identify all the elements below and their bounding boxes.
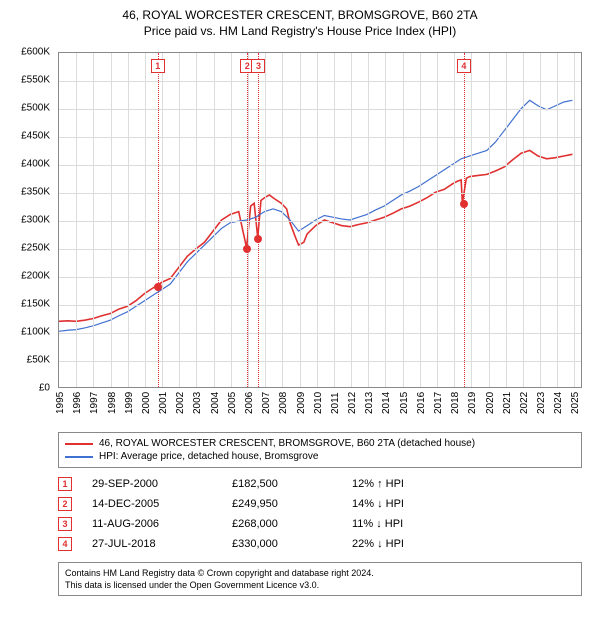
x-tick-label: 2010 <box>313 392 324 414</box>
sale-number-box: 1 <box>58 477 72 491</box>
legend-swatch-hpi <box>65 456 93 458</box>
x-tick-label: 2018 <box>450 392 461 414</box>
sale-date: 14-DEC-2005 <box>92 498 232 510</box>
x-tick-label: 2016 <box>416 392 427 414</box>
x-tick-label: 2009 <box>296 392 307 414</box>
y-tick-label: £600K <box>21 47 50 58</box>
sales-table: 1 29-SEP-2000£182,50012% ↑ HPI 2 14-DEC-200… <box>58 474 582 554</box>
sale-price: £330,000 <box>232 538 352 550</box>
x-tick-label: 2023 <box>536 392 547 414</box>
chart-subtitle: Price paid vs. HM Land Registry's House … <box>10 24 590 38</box>
x-tick-label: 2012 <box>347 392 358 414</box>
x-tick-label: 2002 <box>175 392 186 414</box>
x-tick-label: 1997 <box>89 392 100 414</box>
copyright-line1: Contains HM Land Registry data © Crown c… <box>65 567 575 579</box>
x-tick-label: 1999 <box>124 392 135 414</box>
sale-price: £182,500 <box>232 478 352 490</box>
x-tick-label: 2011 <box>330 392 341 414</box>
y-tick-label: £50K <box>27 355 50 366</box>
y-tick-label: £300K <box>21 215 50 226</box>
sale-marker-line-4 <box>464 53 465 387</box>
x-tick-label: 2021 <box>502 392 513 414</box>
sale-marker-box-4: 4 <box>457 59 471 73</box>
chart-area: £0 £50K £100K £150K £200K £250K £300K £350K £400… <box>10 44 590 424</box>
x-tick-label: 2001 <box>158 392 169 414</box>
sale-number-box: 4 <box>58 537 72 551</box>
sales-row: 3 11-AUG-2006£268,00011% ↓ HPI <box>58 514 582 534</box>
x-tick-label: 1998 <box>107 392 118 414</box>
x-tick-label: 1995 <box>55 392 66 414</box>
x-tick-label: 2008 <box>278 392 289 414</box>
y-tick-label: £500K <box>21 103 50 114</box>
x-tick-label: 2014 <box>381 392 392 414</box>
sale-price: £268,000 <box>232 518 352 530</box>
legend-item-property: 46, ROYAL WORCESTER CRESCENT, BROMSGROVE… <box>65 437 575 450</box>
sale-number-box: 3 <box>58 517 72 531</box>
y-tick-label: £250K <box>21 243 50 254</box>
sale-hpi-delta: 22% ↓ HPI <box>352 538 582 550</box>
x-tick-label: 1996 <box>72 392 83 414</box>
sale-hpi-delta: 11% ↓ HPI <box>352 518 582 530</box>
series-line-property <box>59 150 572 321</box>
sale-date: 27-JUL-2018 <box>92 538 232 550</box>
sale-date: 29-SEP-2000 <box>92 478 232 490</box>
x-tick-label: 2007 <box>261 392 272 414</box>
legend-box: 46, ROYAL WORCESTER CRESCENT, BROMSGROVE… <box>58 432 582 468</box>
sale-marker-box-3: 3 <box>251 59 265 73</box>
copyright-line2: This data is licensed under the Open Gov… <box>65 579 575 591</box>
x-tick-label: 2022 <box>519 392 530 414</box>
x-tick-label: 2015 <box>399 392 410 414</box>
x-tick-label: 2025 <box>570 392 581 414</box>
sales-row: 4 27-JUL-2018£330,00022% ↓ HPI <box>58 534 582 554</box>
y-tick-label: £550K <box>21 75 50 86</box>
x-tick-label: 2013 <box>364 392 375 414</box>
sale-hpi-delta: 14% ↓ HPI <box>352 498 582 510</box>
sale-marker-box-1: 1 <box>151 59 165 73</box>
x-tick-label: 2006 <box>244 392 255 414</box>
legend-label-property: 46, ROYAL WORCESTER CRESCENT, BROMSGROVE… <box>99 438 475 449</box>
sale-hpi-delta: 12% ↑ HPI <box>352 478 582 490</box>
y-tick-label: £150K <box>21 299 50 310</box>
x-tick-label: 2003 <box>192 392 203 414</box>
legend-label-hpi: HPI: Average price, detached house, Brom… <box>99 451 318 462</box>
x-tick-label: 2000 <box>141 392 152 414</box>
chart-title-address: 46, ROYAL WORCESTER CRESCENT, BROMSGROVE… <box>10 8 590 22</box>
sale-dot-4 <box>460 200 468 208</box>
legend-item-hpi: HPI: Average price, detached house, Brom… <box>65 450 575 463</box>
x-tick-label: 2024 <box>553 392 564 414</box>
y-tick-label: £350K <box>21 187 50 198</box>
x-tick-label: 2020 <box>485 392 496 414</box>
y-tick-label: £200K <box>21 271 50 282</box>
copyright-box: Contains HM Land Registry data © Crown c… <box>58 562 582 596</box>
y-tick-label: £400K <box>21 159 50 170</box>
legend-swatch-property <box>65 443 93 445</box>
y-tick-label: £450K <box>21 131 50 142</box>
x-tick-label: 2004 <box>210 392 221 414</box>
y-tick-label: £0 <box>39 383 50 394</box>
sale-marker-line-3 <box>258 53 259 387</box>
series-line-hpi <box>59 100 572 331</box>
x-tick-label: 2017 <box>433 392 444 414</box>
sale-dot-1 <box>154 283 162 291</box>
sales-row: 1 29-SEP-2000£182,50012% ↑ HPI <box>58 474 582 494</box>
plot-area: 1234 <box>58 52 582 388</box>
sales-row: 2 14-DEC-2005£249,95014% ↓ HPI <box>58 494 582 514</box>
sale-dot-2 <box>243 245 251 253</box>
sale-dot-3 <box>254 235 262 243</box>
sale-marker-line-1 <box>158 53 159 387</box>
sale-number-box: 2 <box>58 497 72 511</box>
sale-marker-line-2 <box>247 53 248 387</box>
sale-date: 11-AUG-2006 <box>92 518 232 530</box>
chart-lines <box>59 53 581 387</box>
sale-price: £249,950 <box>232 498 352 510</box>
x-tick-label: 2005 <box>227 392 238 414</box>
x-tick-label: 2019 <box>467 392 478 414</box>
y-tick-label: £100K <box>21 327 50 338</box>
